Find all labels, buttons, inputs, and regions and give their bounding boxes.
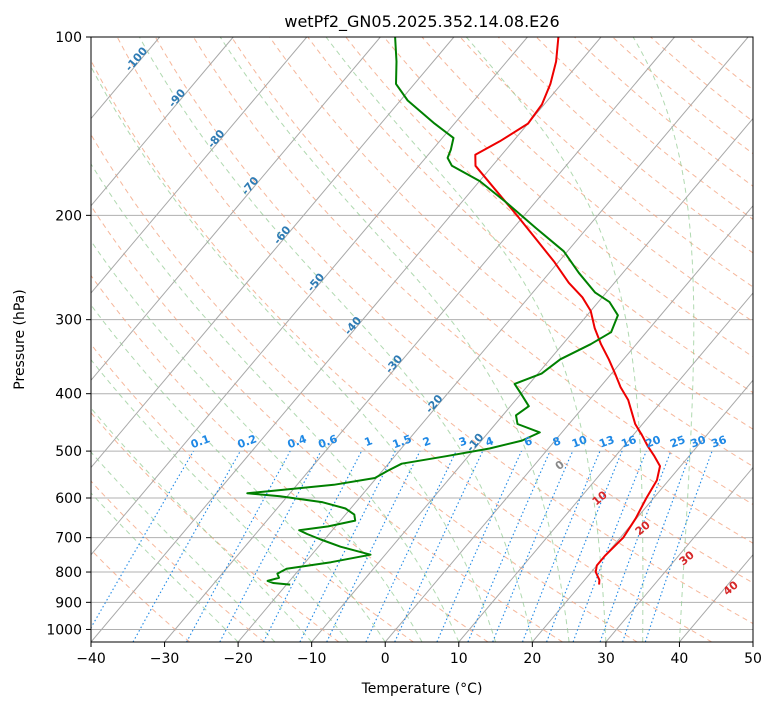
x-tick-label: −30 (150, 651, 180, 667)
dewpoint-profile-line (246, 37, 619, 586)
mixing-ratio-label: 0.2 (236, 432, 259, 451)
isotherm-gridline (531, 379, 753, 642)
mixing-ratio-label: 8 (551, 434, 563, 449)
y-tick-label: 800 (55, 565, 82, 581)
isotherm-gridline (605, 466, 753, 642)
mixing-ratio-line (599, 450, 672, 642)
mixing-ratio-label: 0.6 (316, 432, 339, 451)
y-tick-label: 600 (55, 491, 82, 507)
mixing-ratio-label: 3 (457, 434, 469, 449)
mixing-ratio-line (467, 450, 551, 642)
mixing-ratio-line (326, 450, 421, 642)
moist-adiabat (219, 37, 570, 642)
mixing-ratio-label: 0.4 (286, 432, 309, 451)
isotherm-gridline (91, 37, 234, 207)
isotherm-gridline (91, 37, 308, 294)
moist-adiabat (91, 65, 497, 642)
isotherm-gridline (311, 117, 753, 642)
mixing-ratio-label: 1 (363, 434, 375, 449)
dry-adiabat (535, 37, 753, 220)
dry-adiabat (192, 37, 753, 544)
mixing-ratio-label: 30 (689, 433, 708, 451)
mixing-ratio-line (644, 450, 713, 642)
isotherm-gridline (91, 37, 602, 642)
x-tick-label: −10 (297, 651, 327, 667)
x-tick-label: −40 (76, 651, 106, 667)
moist-adiabat (91, 359, 349, 642)
x-tick-label: 20 (523, 651, 541, 667)
mixing-ratio-label: 13 (597, 433, 616, 450)
y-tick-label: 1000 (46, 622, 82, 638)
moist-adiabat (91, 407, 313, 642)
moist-adiabat (138, 37, 533, 642)
moist-adiabat (465, 37, 644, 642)
isotherm-gridline (458, 292, 753, 642)
dry-adiabat (154, 37, 753, 584)
isotherm-gridline (91, 37, 528, 556)
isotherm-gridline (164, 37, 675, 642)
dry-adiabat (91, 133, 638, 642)
x-tick-label: −20 (223, 651, 253, 667)
plot-frame (90, 36, 754, 643)
x-tick-label: 50 (744, 651, 762, 667)
x-tick-label: 10 (450, 651, 468, 667)
axes-overlay: -100-90-80-70-60-50-40-30-20-10010203040… (46, 30, 762, 667)
dry-adiabat (91, 343, 414, 642)
mixing-ratio-label: 16 (619, 433, 638, 451)
isotherm-gridline (91, 37, 455, 469)
dry-adiabat (91, 59, 713, 642)
mixing-ratio-line (492, 450, 574, 642)
dry-adiabat (612, 37, 753, 155)
chart-title: wetPf2_GN05.2025.352.14.08.E26 (284, 12, 559, 32)
dry-adiabat (91, 205, 563, 642)
mixing-ratio-line (622, 450, 692, 642)
mixing-ratio-label: 1.5 (391, 432, 414, 451)
y-tick-label: 200 (55, 208, 82, 224)
x-tick-label: 30 (597, 651, 615, 667)
mixing-ratio-label: 2 (421, 434, 433, 449)
y-tick-label: 300 (55, 313, 82, 329)
mixing-ratio-label: 25 (668, 433, 687, 450)
y-tick-label: 900 (55, 595, 82, 611)
mixing-ratio-label: 20 (644, 433, 663, 451)
isotherm-gridline (91, 37, 381, 382)
mixing-ratio-line (394, 450, 484, 642)
mixing-ratio-label: 36 (710, 433, 729, 451)
moist-adiabat (325, 37, 607, 642)
mixing-ratio-line (132, 450, 241, 642)
y-tick-label: 100 (55, 30, 82, 46)
mixing-ratio-label: 0.1 (189, 432, 212, 451)
y-tick-label: 700 (55, 531, 82, 547)
moist-adiabat (91, 304, 386, 642)
y-tick-label: 500 (55, 444, 82, 460)
mixing-ratio-line (436, 450, 522, 642)
y-axis-label: Pressure (hPa) (12, 289, 28, 389)
y-tick-label: 400 (55, 387, 82, 403)
mixing-ratio-label: 10 (570, 433, 589, 451)
mixing-ratio-label: 4 (484, 434, 496, 449)
x-tick-label: 0 (381, 651, 390, 667)
mixing-ratio-line (91, 450, 194, 629)
temperature-profile-line (474, 37, 661, 585)
isotherm-gridline (384, 204, 753, 642)
dry-adiabat (574, 37, 753, 187)
mixing-ratio-line (365, 450, 457, 642)
moist-adiabat (91, 240, 423, 642)
mixing-ratio-line (186, 450, 291, 642)
mixing-ratio-label: 6 (522, 434, 534, 449)
x-axis-label: Temperature (°C) (361, 681, 483, 697)
plot-area (91, 37, 753, 642)
x-tick-label: 40 (671, 651, 689, 667)
moist-adiabat (632, 37, 695, 642)
